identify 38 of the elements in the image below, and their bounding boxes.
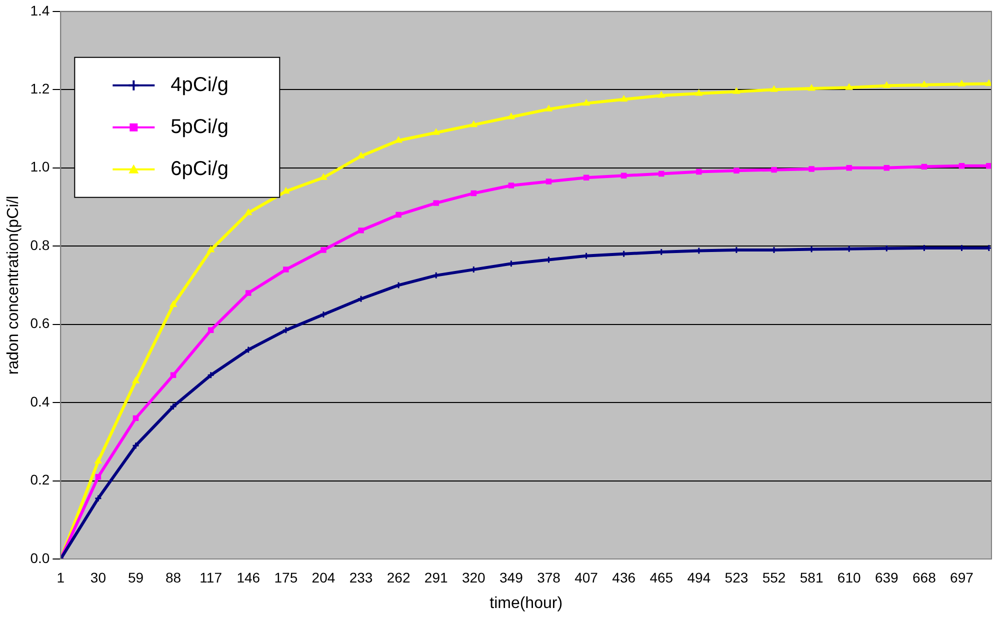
y-axis-title: radon concentration(pCi/l <box>5 196 22 375</box>
x-tick-label: 204 <box>312 569 336 586</box>
x-tick-label: 30 <box>90 569 106 586</box>
x-tick-label: 465 <box>650 569 674 586</box>
x-tick-label: 349 <box>500 569 524 586</box>
x-tick-label: 407 <box>574 569 598 586</box>
x-axis-title: time(hour) <box>490 594 563 612</box>
x-tick-label: 378 <box>537 569 561 586</box>
y-tick-label: 0.0 <box>30 550 50 566</box>
x-tick-label: 320 <box>462 569 486 586</box>
x-tick-label: 175 <box>274 569 298 586</box>
x-tick-label: 697 <box>950 569 974 586</box>
y-tick-label: 1.2 <box>30 80 50 96</box>
x-tick-label: 494 <box>687 569 711 586</box>
x-tick-label: 581 <box>800 569 824 586</box>
x-tick-label: 59 <box>128 569 144 586</box>
x-tick-label: 146 <box>236 569 260 586</box>
x-tick-label: 88 <box>166 569 182 586</box>
x-tick-label: 639 <box>874 569 899 586</box>
x-tick-label: 291 <box>424 569 448 586</box>
y-tick-label: 0.4 <box>30 393 50 410</box>
x-tick-label: 1 <box>56 569 65 586</box>
legend-label: 5pCi/g <box>170 116 228 138</box>
legend-label: 6pCi/g <box>170 158 228 180</box>
y-tick-label: 1.4 <box>30 2 50 18</box>
x-tick-label: 610 <box>837 569 861 586</box>
y-tick-label: 0.8 <box>30 236 50 253</box>
x-tick-label: 523 <box>724 569 748 586</box>
y-tick-label: 0.2 <box>30 472 50 488</box>
x-tick-label: 436 <box>612 569 636 586</box>
x-tick-label: 233 <box>349 569 373 586</box>
y-tick-label: 1.0 <box>30 158 50 175</box>
x-tick-label: 117 <box>200 569 222 586</box>
x-tick-label: 262 <box>386 569 410 586</box>
legend-label: 4pCi/g <box>170 74 228 96</box>
x-tick-label: 668 <box>912 569 936 586</box>
y-tick-label: 0.6 <box>30 315 50 332</box>
x-tick-label: 552 <box>762 569 786 586</box>
